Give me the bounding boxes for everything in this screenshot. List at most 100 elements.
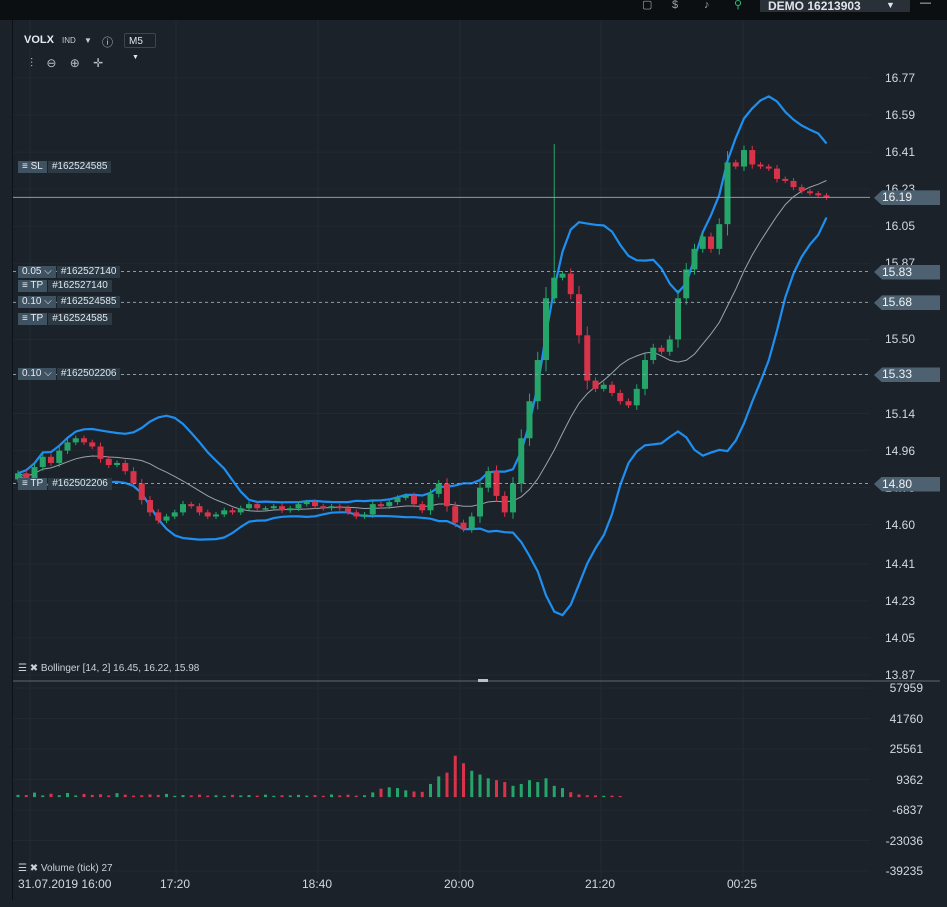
- order-type[interactable]: 0.05 ⌵: [18, 265, 56, 278]
- candle: [600, 384, 607, 389]
- volume-bar: [528, 780, 531, 798]
- candle: [303, 502, 310, 505]
- volume-bar: [264, 794, 267, 798]
- grid-lines: [13, 20, 940, 878]
- candle: [56, 450, 63, 463]
- volume-bar: [412, 791, 416, 798]
- candle: [749, 150, 756, 165]
- volume-bar: [313, 795, 317, 798]
- chevron-down-icon: ▼: [132, 54, 139, 61]
- candle: [279, 506, 285, 511]
- order-tag[interactable]: 0.10 ⌵ #162502206: [18, 368, 121, 381]
- volume-bar: [610, 795, 614, 798]
- order-type[interactable]: ≡ SL: [18, 160, 47, 173]
- chart-area[interactable]: [12, 20, 941, 900]
- order-type[interactable]: 0.10 ⌵: [18, 368, 56, 381]
- price-label[interactable]: 15.68: [874, 295, 940, 311]
- candle: [64, 442, 71, 451]
- candle: [732, 162, 739, 167]
- price-tick: 15.50: [884, 332, 915, 347]
- candle: [147, 500, 153, 513]
- price-label[interactable]: 15.83: [874, 264, 940, 280]
- candle: [559, 273, 566, 278]
- window-icon[interactable]: ▢: [642, 0, 653, 11]
- candle: [262, 508, 269, 510]
- candle: [765, 166, 772, 169]
- candle: [427, 493, 434, 511]
- order-type[interactable]: ≡ TP: [18, 279, 48, 292]
- candle: [625, 401, 632, 406]
- volume-bar: [544, 778, 548, 798]
- candle: [444, 483, 450, 507]
- volume-bar: [181, 795, 185, 798]
- zoom-out-icon[interactable]: ⊖: [46, 56, 57, 70]
- volume-bar: [338, 795, 342, 798]
- order-tag[interactable]: 0.10 ⌵ #162524585: [18, 296, 121, 309]
- candle: [97, 446, 104, 459]
- chart-type-icon[interactable]: ⫶: [30, 56, 34, 70]
- price-tick: 14.60: [884, 517, 915, 532]
- crosshair-icon[interactable]: ✛: [93, 56, 104, 70]
- volume-bar: [453, 755, 457, 798]
- volume-bar: [115, 793, 119, 798]
- candle: [477, 487, 483, 517]
- volume-bar: [214, 795, 218, 798]
- account-selector[interactable]: DEMO 16213903: [760, 0, 910, 12]
- candle: [320, 506, 327, 509]
- order-tag[interactable]: ≡ SL #162524585: [18, 160, 112, 173]
- order-type[interactable]: ≡ TP: [18, 477, 48, 490]
- order-tag[interactable]: ≡ TP #162524585: [18, 312, 112, 325]
- timeframe-label: M5: [129, 36, 143, 47]
- candle: [576, 294, 582, 336]
- order-type[interactable]: ≡ TP: [18, 312, 48, 325]
- candle: [270, 506, 277, 509]
- volume-bar: [429, 783, 432, 798]
- price-tick: 16.77: [884, 71, 915, 85]
- candle: [31, 467, 38, 480]
- volume-bar: [41, 795, 45, 798]
- volume-bar: [288, 795, 292, 798]
- info-icon[interactable]: ⓘ: [102, 37, 113, 49]
- symbol-name[interactable]: VOLX: [24, 34, 54, 46]
- bollinger-upper: [17, 95, 828, 504]
- bollinger-legend[interactable]: ☰ ✖ Bollinger [14, 2] 16.45, 16.22, 15.9…: [18, 663, 199, 674]
- volume-bar: [16, 794, 20, 798]
- volume-bar: [330, 794, 333, 798]
- order-type[interactable]: 0.10 ⌵: [18, 296, 56, 309]
- order-tag[interactable]: 0.05 ⌵ #162527140: [18, 265, 121, 278]
- volume-bar: [470, 770, 474, 798]
- volume-legend[interactable]: ☰ ✖ Volume (tick) 27: [18, 863, 113, 874]
- price-tick: 16.59: [884, 108, 915, 123]
- volume-bar: [379, 788, 383, 798]
- price-label[interactable]: 15.33: [874, 367, 940, 383]
- candle: [89, 442, 96, 447]
- volume-bar: [140, 795, 144, 798]
- candle: [782, 178, 789, 181]
- signal-icon[interactable]: ⚲: [734, 0, 743, 11]
- volume-bar: [618, 795, 622, 798]
- volume-bar: [602, 795, 606, 798]
- price-label[interactable]: 14.80: [874, 476, 940, 492]
- menu-icon[interactable]: —: [920, 0, 931, 9]
- volume-bar: [255, 795, 259, 798]
- timeframe-selector[interactable]: M5 ▼: [124, 33, 156, 61]
- order-tag[interactable]: ≡ TP #162502206: [18, 477, 112, 490]
- zoom-in-icon[interactable]: ⊕: [69, 56, 80, 70]
- volume-bar: [420, 791, 424, 798]
- candle: [345, 508, 351, 513]
- dollar-icon[interactable]: $: [672, 0, 679, 11]
- chevron-down-icon[interactable]: ▼: [886, 0, 895, 10]
- bell-icon[interactable]: ♪: [704, 0, 710, 11]
- chevron-down-icon[interactable]: ▼: [84, 36, 92, 45]
- order-tag[interactable]: ≡ TP #162527140: [18, 279, 112, 292]
- volume-bar: [321, 795, 325, 798]
- candle: [699, 236, 706, 249]
- candle: [287, 508, 294, 511]
- legend-handle-icon[interactable]: ☰ ✖: [18, 663, 39, 674]
- volume-bar: [280, 795, 284, 798]
- candle: [122, 462, 129, 472]
- legend-handle-icon[interactable]: ☰ ✖: [18, 863, 39, 874]
- price-label[interactable]: 16.19: [874, 190, 940, 206]
- volume-bar: [132, 795, 135, 798]
